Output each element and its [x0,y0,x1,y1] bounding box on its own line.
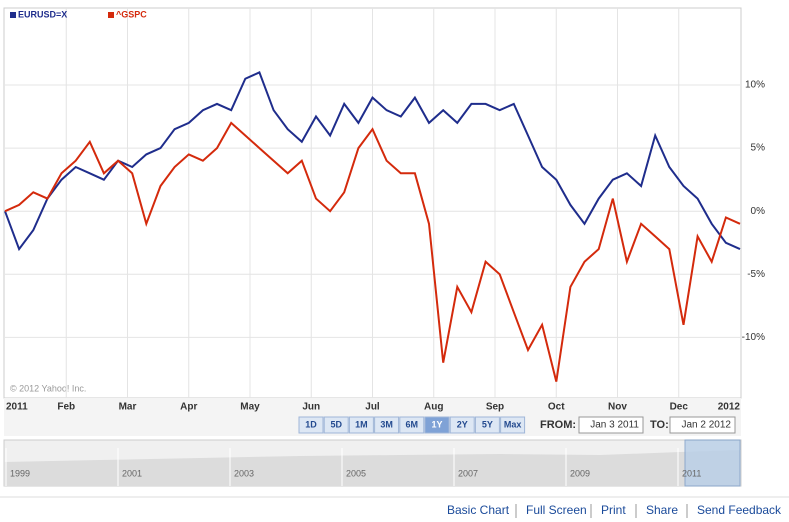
x-tick-label: Nov [608,402,627,413]
range-button-label[interactable]: 2Y [457,419,468,429]
navigator-year: 2011 [682,468,701,478]
y-tick-label: -5% [747,269,765,280]
x-tick-label: Jun [302,402,320,413]
from-label: FROM: [540,419,576,431]
x-tick-label: Oct [548,402,565,413]
footer-link[interactable]: Full Screen [526,503,587,517]
range-button-bg[interactable] [500,416,526,434]
navigator-year: 2003 [234,468,254,478]
range-button-bg[interactable] [298,416,324,434]
range-button-label[interactable]: 1Y [431,419,442,429]
range-button-label[interactable]: 5Y [482,419,493,429]
legend-label: ^GSPC [116,9,147,19]
copyright: © 2012 Yahoo! Inc. [10,383,86,393]
range-button-label[interactable]: Max [504,419,522,429]
x-tick-label: 2011 [6,402,28,413]
x-tick-label: 2012 [718,402,741,413]
range-button-bg[interactable] [399,416,425,434]
y-tick-label: 10% [745,80,765,91]
navigator-year: 2009 [570,468,590,478]
navigator-year: 2005 [346,468,366,478]
y-tick-label: 5% [751,143,766,154]
range-button[interactable]: 3M [374,416,400,434]
footer-link[interactable]: Share [646,503,678,517]
range-button-bg[interactable] [348,416,374,434]
range-button-bg[interactable] [424,416,450,434]
legend-swatch [108,12,114,18]
range-button-label[interactable]: 5D [330,419,342,429]
legend-swatch [10,12,16,18]
range-button-label[interactable]: 1D [305,419,317,429]
range-button-bg[interactable] [374,416,400,434]
range-button[interactable]: Max [500,416,526,434]
y-tick-label: -10% [742,332,765,343]
range-button[interactable]: 5Y [474,416,500,434]
from-input[interactable] [578,416,644,434]
range-button[interactable]: 6M [399,416,425,434]
range-button[interactable]: 1D [298,416,324,434]
navigator-year: 2007 [458,468,478,478]
range-button-label[interactable]: 6M [406,419,419,429]
to-input[interactable] [669,416,736,434]
range-button[interactable]: 1Y [424,416,450,434]
navigator-window[interactable] [684,439,741,487]
range-button-bg[interactable] [449,416,475,434]
range-button-bg[interactable] [474,416,500,434]
range-button[interactable]: 1M [348,416,374,434]
x-tick-label: Sep [486,402,504,413]
legend-label: EURUSD=X [18,9,67,19]
x-tick-label: Feb [57,402,75,413]
navigator-area [4,450,741,486]
x-tick-label: Aug [424,402,443,413]
series-line [4,71,741,252]
range-button-label[interactable]: 1M [355,419,368,429]
y-tick-label: 0% [751,206,766,217]
from-value: Jan 3 2011 [590,420,639,431]
footer-link[interactable]: Basic Chart [447,503,510,517]
range-button[interactable]: 5D [323,416,349,434]
series-line [4,121,741,382]
range-button[interactable]: 2Y [449,416,475,434]
range-button-bg[interactable] [323,416,349,434]
to-label: TO: [650,419,669,431]
footer-link[interactable]: Print [601,503,626,517]
x-tick-label: Jul [365,402,380,413]
x-tick-label: Mar [119,402,137,413]
range-button-label[interactable]: 3M [380,419,393,429]
x-tick-label: May [240,402,260,413]
x-tick-label: Dec [670,402,689,413]
navigator-year: 2001 [122,468,142,478]
to-value: Jan 2 2012 [682,420,732,431]
navigator-year: 1999 [10,468,30,478]
footer-link[interactable]: Send Feedback [697,503,782,517]
x-tick-label: Apr [180,402,197,413]
